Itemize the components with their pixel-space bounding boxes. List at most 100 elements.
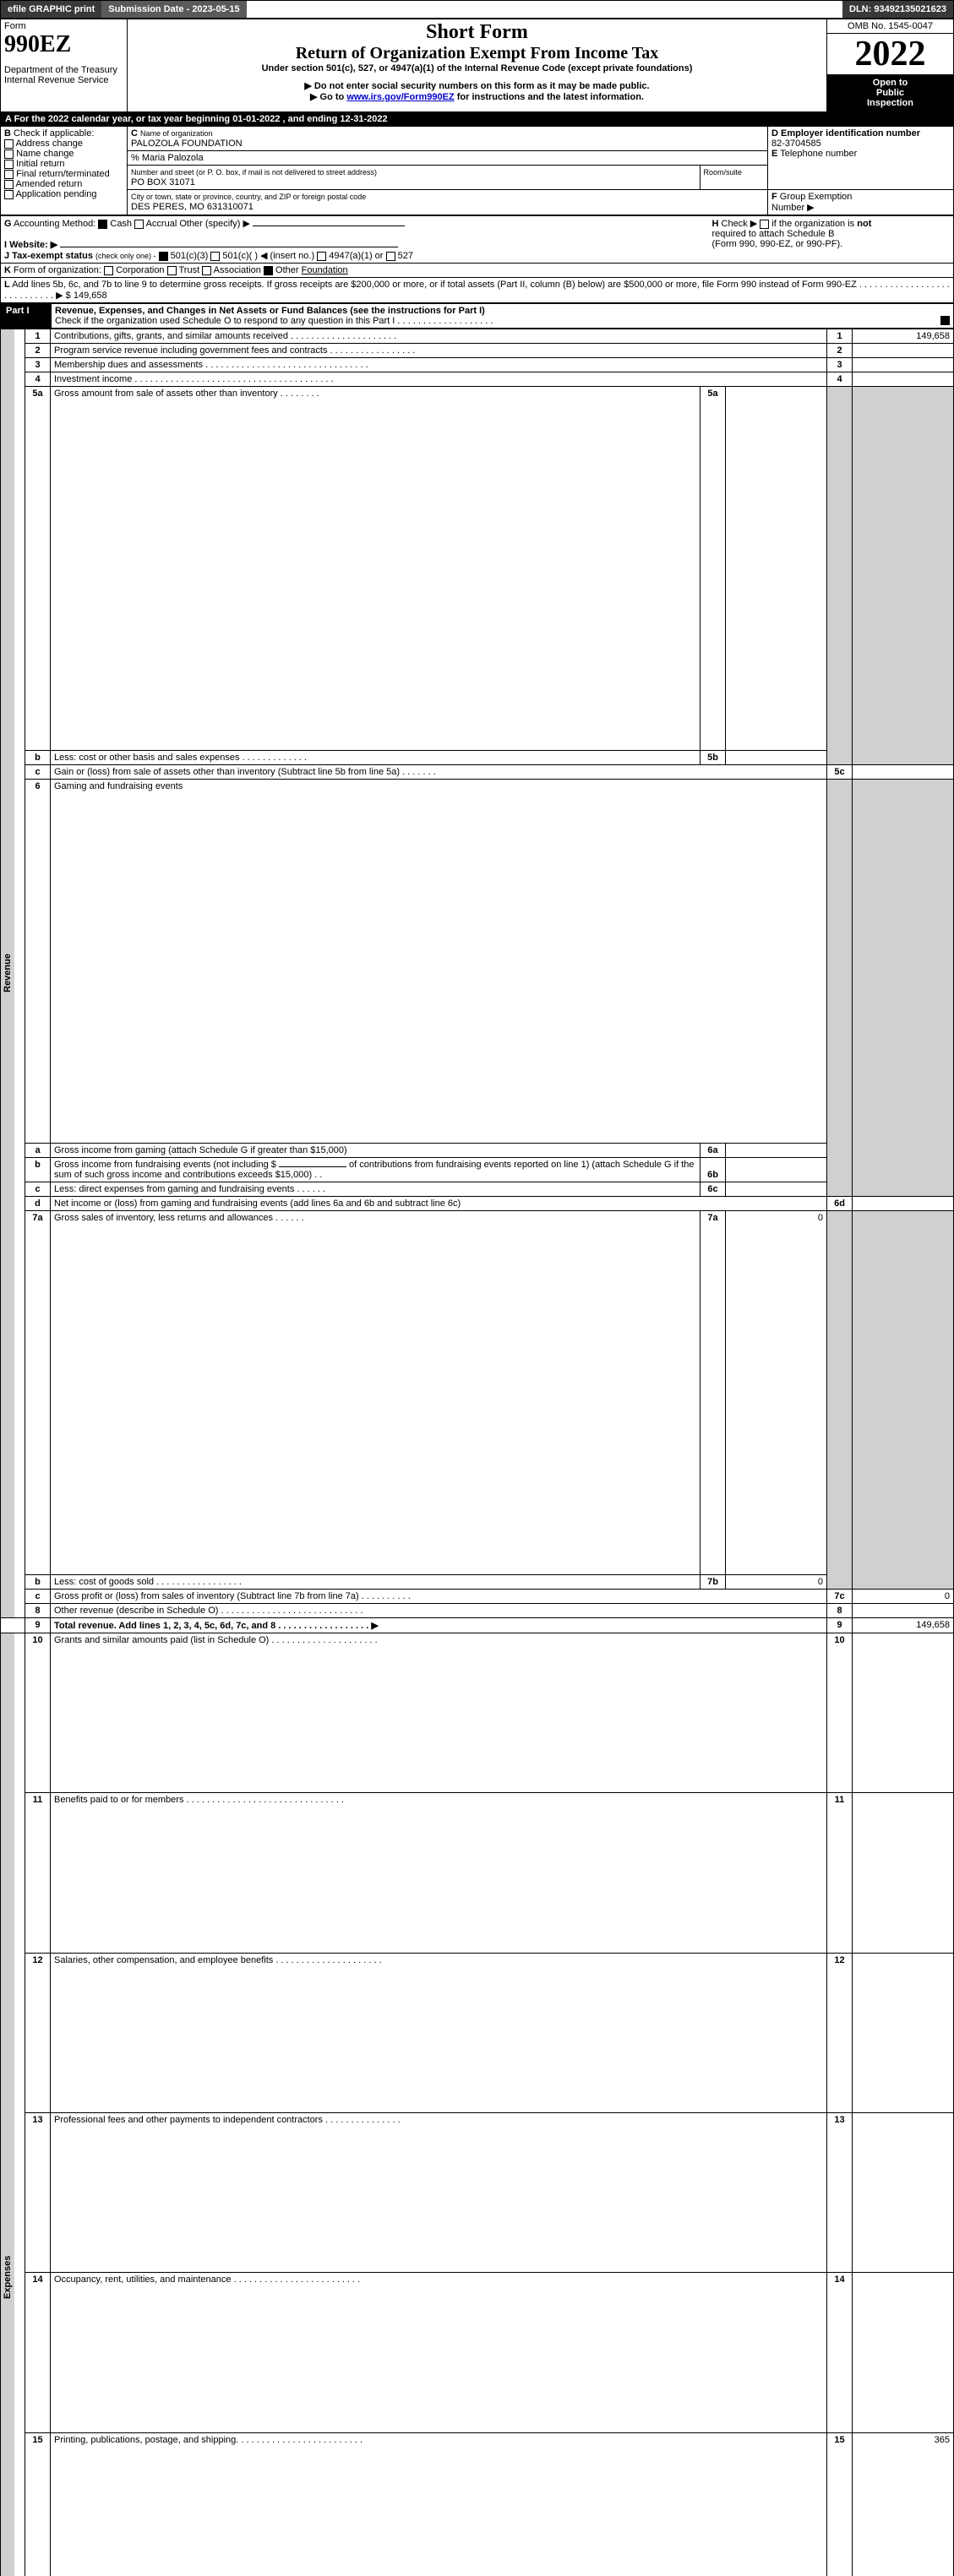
l2-text: Program service revenue including govern… <box>51 344 827 358</box>
l8-num: 8 <box>25 1604 51 1618</box>
checkbox-app-pending[interactable] <box>4 190 14 199</box>
checkbox-address-change[interactable] <box>4 139 14 149</box>
l2-amt <box>853 344 954 358</box>
b-label: B <box>4 128 11 139</box>
l6d-amt <box>853 1197 954 1211</box>
j-501c3: 501(c)(3) <box>171 251 209 261</box>
l3-box: 3 <box>827 358 853 372</box>
b-addr: Address change <box>15 139 83 149</box>
l6b-t2: of contributions from fundraising events… <box>349 1160 694 1170</box>
l6c-amt <box>726 1182 827 1197</box>
l10-num: 10 <box>25 1633 51 1793</box>
checkbox-trust[interactable] <box>167 266 177 275</box>
part1-check-note: Check if the organization used Schedule … <box>55 316 493 326</box>
short-form-title: Short Form <box>131 21 823 44</box>
l6a-box: 6a <box>701 1144 726 1158</box>
j-note: (check only one) - <box>95 252 156 260</box>
l5b-text: Less: cost or other basis and sales expe… <box>51 751 701 765</box>
k-trust: Trust <box>178 265 199 275</box>
rev-spacer <box>1 1618 25 1633</box>
l6-shaded-amt <box>853 780 954 1197</box>
l12-box: 12 <box>827 1953 853 2112</box>
l8-box: 8 <box>827 1604 853 1618</box>
l7b-num: b <box>25 1575 51 1590</box>
top-bar: efile GRAPHIC print Submission Date - 20… <box>0 0 954 19</box>
l6b-box: 6b <box>701 1158 726 1182</box>
l7-shaded-amt <box>853 1211 954 1590</box>
h-check: Check ▶ <box>722 219 758 229</box>
f-group: Group Exemption <box>780 192 853 202</box>
l6b-amt <box>726 1158 827 1182</box>
checkbox-4947[interactable] <box>317 252 326 261</box>
f-number: Number ▶ <box>771 203 815 213</box>
part1-body-table: Revenue 1 Contributions, gifts, grants, … <box>0 329 954 2576</box>
checkbox-initial-return[interactable] <box>4 160 14 169</box>
l12-text: Salaries, other compensation, and employ… <box>51 1953 827 2112</box>
checkbox-cash[interactable] <box>98 220 107 229</box>
l9-box: 9 <box>827 1618 853 1633</box>
l5b-amt <box>726 751 827 765</box>
l9-amt: 149,658 <box>853 1618 954 1633</box>
checkbox-amended[interactable] <box>4 180 14 189</box>
l6-text: Gaming and fundraising events <box>51 780 827 1144</box>
j-501c: 501(c)( ) ◀ (insert no.) <box>222 251 314 261</box>
k-corp: Corporation <box>116 265 164 275</box>
checkbox-501c[interactable] <box>210 252 220 261</box>
l11-text: Benefits paid to or for members . . . . … <box>51 1793 827 1953</box>
open-line2: Public <box>876 88 904 98</box>
l13-amt <box>853 2113 954 2273</box>
department: Department of the Treasury <box>4 65 123 75</box>
l5c-num: c <box>25 765 51 780</box>
care-of: % Maria Palozola <box>128 151 767 166</box>
l13-text: Professional fees and other payments to … <box>51 2113 827 2273</box>
b-final: Final return/terminated <box>16 169 110 179</box>
checkbox-527[interactable] <box>386 252 395 261</box>
street-value: PO BOX 31071 <box>131 177 195 187</box>
goto-instructions: ▶ Go to www.irs.gov/Form990EZ for instru… <box>131 91 823 102</box>
c-name-label: Name of organization <box>140 129 213 138</box>
l6b-blank[interactable] <box>279 1166 346 1167</box>
d-label: D Employer identification number <box>771 128 920 139</box>
k-form: Form of organization: <box>14 265 101 275</box>
checkbox-501c3[interactable] <box>159 252 168 261</box>
l5c-text: Gain or (loss) from sale of assets other… <box>51 765 827 780</box>
l5b-box: 5b <box>701 751 726 765</box>
l6b-num: b <box>25 1158 51 1182</box>
l15-amt: 365 <box>853 2432 954 2576</box>
l5a-text: Gross amount from sale of assets other t… <box>51 387 701 751</box>
l1-amt: 149,658 <box>853 329 954 344</box>
l7a-num: 7a <box>25 1211 51 1575</box>
b-initial: Initial return <box>16 159 64 169</box>
checkbox-final-return[interactable] <box>4 170 14 179</box>
l5a-num: 5a <box>25 387 51 751</box>
l11-amt <box>853 1793 954 1953</box>
k-assoc: Association <box>214 265 261 275</box>
submission-date: Submission Date - 2023-05-15 <box>101 1 246 18</box>
checkbox-accrual[interactable] <box>134 220 144 229</box>
efile-print[interactable]: efile GRAPHIC print <box>1 1 101 18</box>
e-label: E <box>771 149 777 159</box>
l7-shaded <box>827 1211 853 1590</box>
l13-num: 13 <box>25 2113 51 2273</box>
l7a-box: 7a <box>701 1211 726 1575</box>
checkbox-schedule-o[interactable] <box>940 316 950 325</box>
g-label: G <box>4 219 12 229</box>
part1-label: Part I <box>1 304 52 329</box>
checkbox-assoc[interactable] <box>202 266 211 275</box>
l4-text: Investment income . . . . . . . . . . . … <box>51 372 827 387</box>
l15-num: 15 <box>25 2432 51 2576</box>
checkbox-other-org[interactable] <box>264 266 273 275</box>
checkbox-name-change[interactable] <box>4 149 14 159</box>
l15-box: 15 <box>827 2432 853 2576</box>
expenses-side-label: Expenses <box>1 1633 14 2576</box>
l-amt: $ 149,658 <box>66 291 107 301</box>
open-line1: Open to <box>873 78 908 88</box>
j-527: 527 <box>398 251 413 261</box>
l8-text: Other revenue (describe in Schedule O) .… <box>51 1604 827 1618</box>
checkbox-corp[interactable] <box>104 266 113 275</box>
l6c-num: c <box>25 1182 51 1197</box>
l9-num: 9 <box>25 1618 51 1633</box>
irs-link[interactable]: www.irs.gov/Form990EZ <box>346 92 454 102</box>
k-other: Other <box>275 265 299 275</box>
checkbox-h[interactable] <box>760 220 769 229</box>
